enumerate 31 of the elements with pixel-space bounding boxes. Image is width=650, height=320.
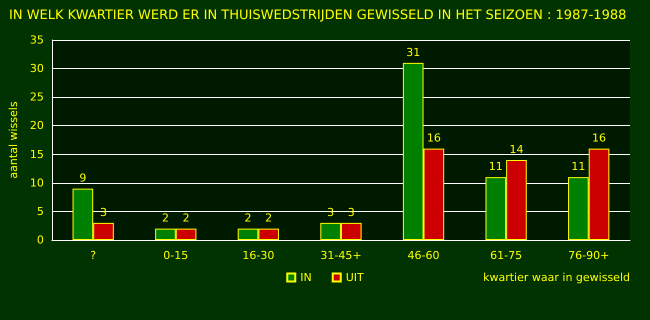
data-label: 16 [592,132,606,145]
x-tick-label: 0-15 [163,249,188,262]
data-label: 2 [162,212,169,225]
x-axis-title: kwartier waar in gewisseld [483,271,630,284]
y-tick-label: 35 [30,34,44,46]
data-label: 2 [265,212,272,225]
x-tick-label: 31-45+ [320,249,362,262]
legend-label: UIT [346,271,364,284]
chart-title: IN WELK KWARTIER WERD ER IN THUISWEDSTRIJDEN GEWISSELD IN HET SEIZOEN : 1987-1988 [9,8,626,23]
y-tick-label: 20 [30,119,44,132]
x-tick-label: 16-30 [242,249,274,262]
y-tick-label: 15 [30,148,44,161]
data-label: 31 [406,46,420,59]
x-tick-label: 46-60 [408,249,440,262]
legend-label: IN [300,271,312,284]
data-label: 2 [244,212,252,225]
y-axis-title: aantal wissels [7,101,20,179]
y-tick-label: 30 [30,62,44,76]
y-tick-label: 5 [36,204,44,218]
data-label: 11 [488,160,503,174]
x-tick-label: ? [90,249,96,262]
data-label: 14 [509,143,524,156]
y-tick-label: 10 [30,176,44,190]
x-tick-label: 76-90+ [568,249,610,262]
data-label: 16 [426,132,441,145]
x-tick-label: 61-75 [490,249,522,262]
y-tick-label: 25 [30,90,44,104]
data-label: 11 [571,160,586,174]
data-label: 2 [182,212,190,225]
y-tick-label: 0 [36,234,44,246]
data-label: 9 [79,172,86,185]
